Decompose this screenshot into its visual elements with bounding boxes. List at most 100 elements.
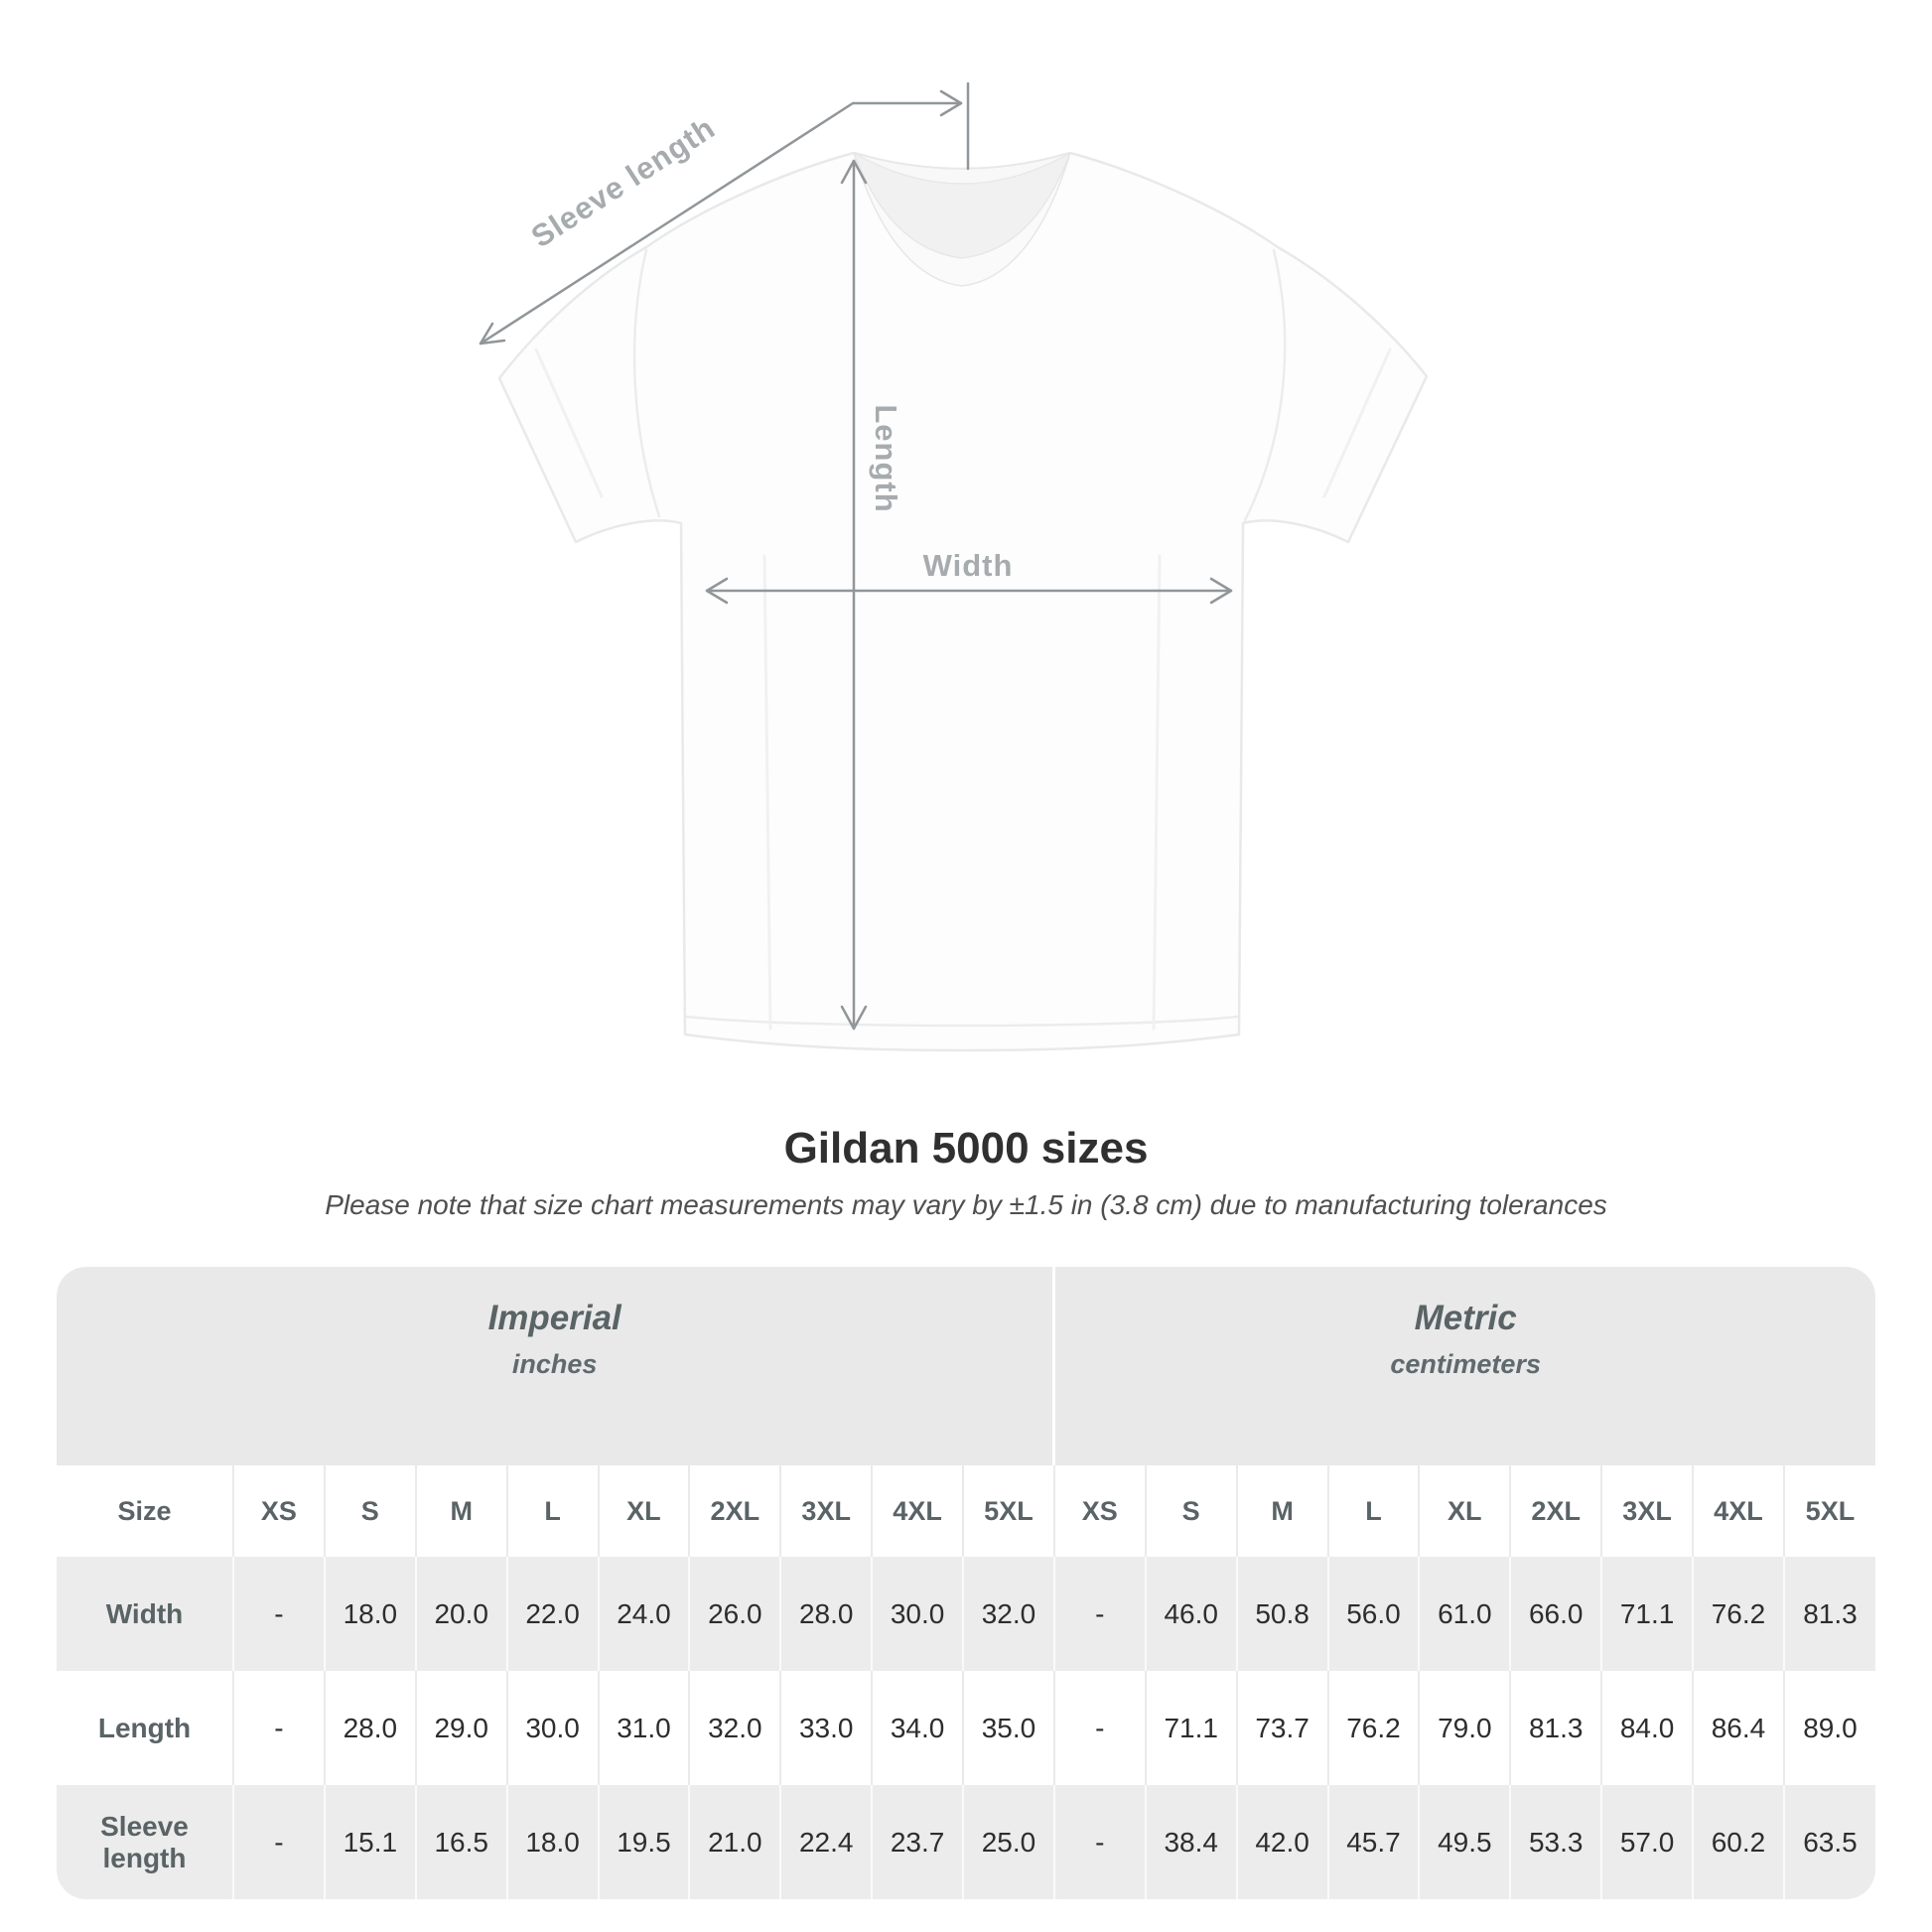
- collar: [853, 152, 1071, 287]
- size-column-header: 4XL: [871, 1465, 963, 1557]
- size-value-cell: -: [232, 1671, 325, 1785]
- size-value-cell: 22.0: [505, 1557, 599, 1671]
- length-label: Length: [869, 404, 903, 513]
- length-arrow: [840, 159, 868, 1031]
- size-value-cell: 89.0: [1782, 1671, 1875, 1785]
- size-column-header: M: [414, 1465, 507, 1557]
- size-column-header: XS: [1052, 1465, 1146, 1557]
- size-value-cell: 53.3: [1509, 1785, 1602, 1899]
- size-value-cell: 22.4: [779, 1785, 873, 1899]
- size-column-header: M: [1235, 1465, 1328, 1557]
- size-value-cell: 32.0: [962, 1557, 1054, 1671]
- size-column-header: 4XL: [1692, 1465, 1784, 1557]
- size-value-cell: 19.5: [597, 1785, 690, 1899]
- size-value-cell: 71.1: [1144, 1671, 1237, 1785]
- fabric-folds: [534, 248, 1392, 1031]
- size-value-cell: 63.5: [1782, 1785, 1875, 1899]
- size-value-cell: 60.2: [1692, 1785, 1784, 1899]
- size-value-cell: 76.2: [1326, 1671, 1420, 1785]
- size-column-header: S: [323, 1465, 416, 1557]
- page-title: Gildan 5000 sizes: [783, 1124, 1149, 1173]
- size-value-cell: 31.0: [597, 1671, 690, 1785]
- size-value-cell: 61.0: [1418, 1557, 1511, 1671]
- row-label: Sleeve length: [100, 1810, 189, 1873]
- size-value-cell: 49.5: [1418, 1785, 1511, 1899]
- tolerance-note: Please note that size chart measurements…: [325, 1189, 1607, 1220]
- size-value-cell: 25.0: [962, 1785, 1054, 1899]
- size-column-header: 2XL: [688, 1465, 781, 1557]
- size-value-cell: 18.0: [323, 1557, 416, 1671]
- size-diagram: Sleeve length Length Width: [479, 81, 1429, 1052]
- table-row-sleeve-length: Sleeve length -15.1 16.5 18.0 19.5 21.0 22.4 23…: [57, 1785, 1875, 1899]
- size-value-cell: 26.0: [688, 1557, 781, 1671]
- size-value-cell: 45.7: [1326, 1785, 1420, 1899]
- size-header-row: Size XS S M L XL 2XL 3XL 4XL 5XL XS S M L XL 2XL 3XL 4XL…: [57, 1465, 1875, 1557]
- size-column-header: 2XL: [1509, 1465, 1602, 1557]
- metric-band-title: Metric: [1414, 1299, 1517, 1337]
- size-column-header: XS: [232, 1465, 325, 1557]
- imperial-band-unit: inches: [511, 1349, 598, 1379]
- size-value-cell: 34.0: [871, 1671, 963, 1785]
- size-column-header: 3XL: [1600, 1465, 1693, 1557]
- size-value-cell: 50.8: [1235, 1557, 1328, 1671]
- width-label: Width: [922, 548, 1014, 583]
- size-value-cell: 33.0: [779, 1671, 873, 1785]
- size-value-cell: -: [232, 1557, 325, 1671]
- size-value-cell: 57.0: [1600, 1785, 1693, 1899]
- size-value-cell: 79.0: [1418, 1671, 1511, 1785]
- tshirt-body: [497, 151, 1429, 1052]
- size-value-cell: 24.0: [597, 1557, 690, 1671]
- size-value-cell: 42.0: [1235, 1785, 1328, 1899]
- size-value-cell: -: [232, 1785, 325, 1899]
- size-value-cell: 28.0: [779, 1557, 873, 1671]
- size-value-cell: 46.0: [1144, 1557, 1237, 1671]
- size-value-cell: 81.3: [1782, 1557, 1875, 1671]
- size-column-header: L: [1326, 1465, 1420, 1557]
- size-value-cell: -: [1052, 1671, 1146, 1785]
- size-value-cell: 29.0: [414, 1671, 507, 1785]
- size-value-cell: -: [1052, 1557, 1146, 1671]
- row-label: Length: [97, 1712, 192, 1743]
- size-value-cell: 56.0: [1326, 1557, 1420, 1671]
- table-row-width: Width -18.0 20.0 22.0 24.0 26.0 28.0 30.0 32.0-4…: [57, 1557, 1875, 1671]
- row-label: Width: [105, 1597, 184, 1629]
- size-value-cell: 38.4: [1144, 1785, 1237, 1899]
- size-value-cell: 71.1: [1600, 1557, 1693, 1671]
- sleeve-length-arrow: [479, 81, 970, 345]
- metric-band: Metric centimeters: [1052, 1267, 1875, 1465]
- size-value-cell: 23.7: [871, 1785, 963, 1899]
- metric-band-unit: centimeters: [1390, 1349, 1541, 1379]
- size-value-cell: 30.0: [871, 1557, 963, 1671]
- size-value-cell: 76.2: [1692, 1557, 1784, 1671]
- size-table: Imperial inches Metric centimeters Size …: [57, 1267, 1875, 1899]
- size-column-header: L: [505, 1465, 599, 1557]
- size-value-cell: 28.0: [323, 1671, 416, 1785]
- tshirt-graphic: [479, 81, 1429, 1052]
- imperial-band: Imperial inches: [57, 1267, 1054, 1465]
- size-column-header: S: [1144, 1465, 1237, 1557]
- units-band-row: Imperial inches Metric centimeters: [57, 1267, 1875, 1465]
- size-value-cell: 20.0: [414, 1557, 507, 1671]
- size-value-cell: 66.0: [1509, 1557, 1602, 1671]
- size-value-cell: 18.0: [505, 1785, 599, 1899]
- size-value-cell: 16.5: [414, 1785, 507, 1899]
- size-header-label: Size: [57, 1465, 233, 1557]
- size-value-cell: 21.0: [688, 1785, 781, 1899]
- size-column-header: 5XL: [962, 1465, 1054, 1557]
- size-value-cell: 73.7: [1235, 1671, 1328, 1785]
- size-value-cell: 86.4: [1692, 1671, 1784, 1785]
- size-column-header: 5XL: [1782, 1465, 1875, 1557]
- size-column-header: XL: [1418, 1465, 1511, 1557]
- size-column-header: 3XL: [779, 1465, 873, 1557]
- imperial-band-title: Imperial: [487, 1299, 621, 1337]
- size-value-cell: -: [1052, 1785, 1146, 1899]
- table-row-length: Length -28.0 29.0 30.0 31.0 32.0 33.0 34.0 35.0-…: [57, 1671, 1875, 1785]
- size-value-cell: 35.0: [962, 1671, 1054, 1785]
- size-value-cell: 32.0: [688, 1671, 781, 1785]
- size-value-cell: 30.0: [505, 1671, 599, 1785]
- width-arrow: [705, 577, 1233, 605]
- size-value-cell: 84.0: [1600, 1671, 1693, 1785]
- size-column-header: XL: [597, 1465, 690, 1557]
- size-value-cell: 15.1: [323, 1785, 416, 1899]
- size-value-cell: 81.3: [1509, 1671, 1602, 1785]
